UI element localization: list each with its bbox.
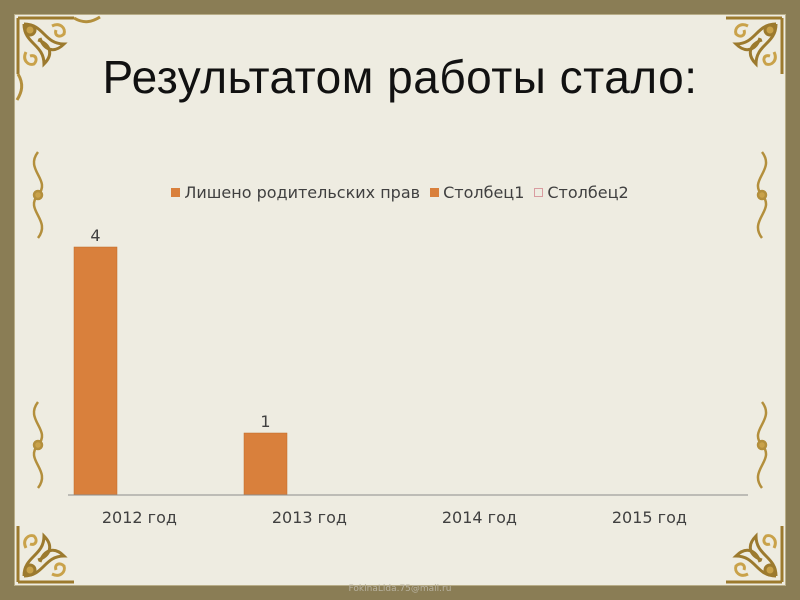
legend-item: Столбец1 bbox=[430, 183, 524, 202]
ornament-corner-icon bbox=[666, 14, 786, 134]
slide-background bbox=[14, 14, 786, 586]
ornament-side-icon bbox=[742, 150, 782, 240]
ornament-side-icon bbox=[742, 400, 782, 490]
legend-item: Лишено родительских прав bbox=[171, 183, 420, 202]
x-tick-label: 2015 год bbox=[612, 508, 687, 527]
legend-swatch-outline bbox=[534, 188, 544, 197]
bar bbox=[243, 432, 288, 496]
bar bbox=[73, 246, 118, 496]
data-label: 1 bbox=[260, 412, 270, 431]
x-tick-label: 2012 год bbox=[102, 508, 177, 527]
slide-title: Результатом работы стало: bbox=[102, 51, 698, 103]
ornament-side-icon bbox=[18, 150, 58, 240]
legend-swatch bbox=[430, 188, 440, 197]
ornament-corner-icon bbox=[14, 14, 134, 134]
chart-legend: Лишено родительских прав Столбец1 Столбе… bbox=[0, 183, 800, 202]
legend-label: Столбец2 bbox=[547, 183, 629, 202]
footer-email: FokinaLida.75@mail.ru bbox=[348, 584, 452, 594]
legend-label: Столбец1 bbox=[443, 183, 525, 202]
ornament-corner-icon bbox=[14, 466, 134, 586]
ornament-corner-icon bbox=[666, 466, 786, 586]
legend-item: Столбец2 bbox=[534, 183, 629, 202]
ornament-side-icon bbox=[18, 400, 58, 490]
x-tick-label: 2013 год bbox=[272, 508, 347, 527]
legend-swatch bbox=[171, 188, 181, 197]
legend-label: Лишено родительских прав bbox=[184, 183, 421, 202]
data-label: 4 bbox=[90, 226, 100, 245]
x-tick-label: 2014 год bbox=[442, 508, 517, 527]
